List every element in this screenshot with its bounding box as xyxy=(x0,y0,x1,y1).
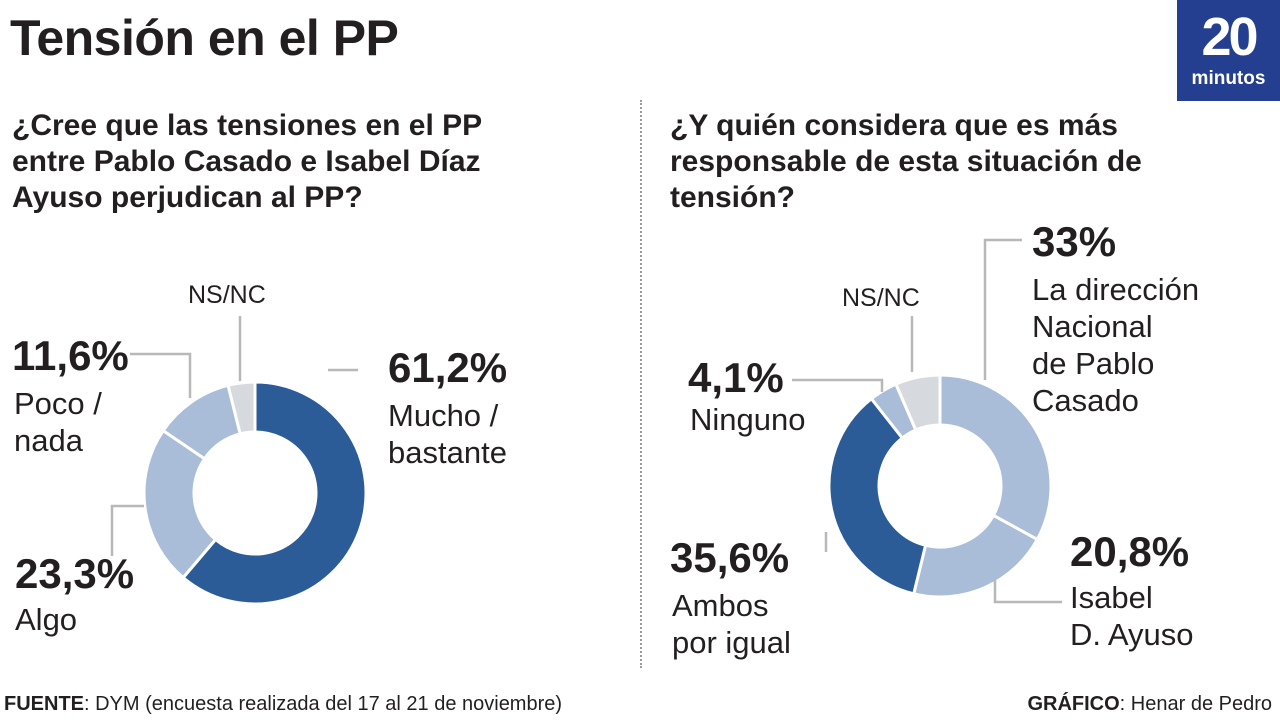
pct-label-1-ambos: 35,6% xyxy=(670,534,789,581)
page-title: Tensión en el PP xyxy=(10,10,399,66)
credit-note: GRÁFICO: Henar de Pedro xyxy=(1027,692,1272,716)
category-label-1-ambos: Ambos xyxy=(672,588,768,623)
category-label-0-poco: nada xyxy=(14,423,84,458)
category-label-0-nsnc: NS/NC xyxy=(188,281,266,309)
slice-0-algo xyxy=(142,428,218,580)
category-label-1-direccion: Casado xyxy=(1032,383,1139,418)
pct-label-1-ninguno: 4,1% xyxy=(688,354,784,401)
slice-1-ambos xyxy=(827,396,928,596)
category-label-1-ayuso: D. Ayuso xyxy=(1070,617,1194,652)
pct-label-1-direccion: 33% xyxy=(1032,218,1116,265)
category-label-0-algo: Algo xyxy=(15,602,77,637)
leader-line-1-ayuso xyxy=(993,580,1062,604)
logo-number: 20 xyxy=(1201,7,1258,67)
category-label-1-direccion: La dirección xyxy=(1032,272,1199,307)
logo-word: minutos xyxy=(1191,68,1266,89)
leader-line-1-ninguno xyxy=(792,378,884,392)
category-label-0-mucho: Mucho / xyxy=(388,398,499,433)
20minutos-logo: 20 minutos xyxy=(1177,0,1280,101)
source-label: FUENTE xyxy=(4,693,84,715)
right-question: ¿Y quién considera que es más responsabl… xyxy=(670,109,1142,214)
source-note: FUENTE: DYM (encuesta realizada del 17 a… xyxy=(4,692,562,716)
slice-0-mucho xyxy=(181,380,368,606)
credit-text: : Henar de Pedro xyxy=(1119,693,1272,715)
leader-line-0-poco xyxy=(130,352,192,398)
column-divider xyxy=(640,100,642,668)
category-label-1-direccion: Nacional xyxy=(1032,309,1153,344)
slice-0-nsnc xyxy=(226,380,257,436)
pct-label-0-poco: 11,6% xyxy=(12,332,129,379)
category-label-0-mucho: bastante xyxy=(388,435,507,470)
category-label-0-poco: Poco / xyxy=(14,386,102,421)
category-label-1-direccion: de Pablo xyxy=(1032,346,1154,381)
leader-line-0-algo xyxy=(110,504,144,556)
category-label-1-ninguno: Ninguno xyxy=(690,402,805,437)
pct-label-0-algo: 23,3% xyxy=(15,550,134,597)
category-label-1-ayuso: Isabel xyxy=(1070,580,1153,615)
credit-label: GRÁFICO xyxy=(1027,693,1120,715)
pct-label-1-ayuso: 20,8% xyxy=(1070,528,1189,575)
category-label-1-nsnc: NS/NC xyxy=(842,284,920,312)
slice-1-nsnc xyxy=(893,373,942,432)
pct-label-0-mucho: 61,2% xyxy=(388,344,507,391)
leader-line-1-direccion xyxy=(983,238,1022,380)
slice-1-direccion xyxy=(938,373,1053,542)
left-question: ¿Cree que las tensiones en el PP entre P… xyxy=(12,109,482,214)
source-text: : DYM (encuesta realizada del 17 al 21 d… xyxy=(84,693,563,715)
slice-1-ayuso xyxy=(911,513,1040,599)
category-label-1-ambos: por igual xyxy=(672,625,791,660)
